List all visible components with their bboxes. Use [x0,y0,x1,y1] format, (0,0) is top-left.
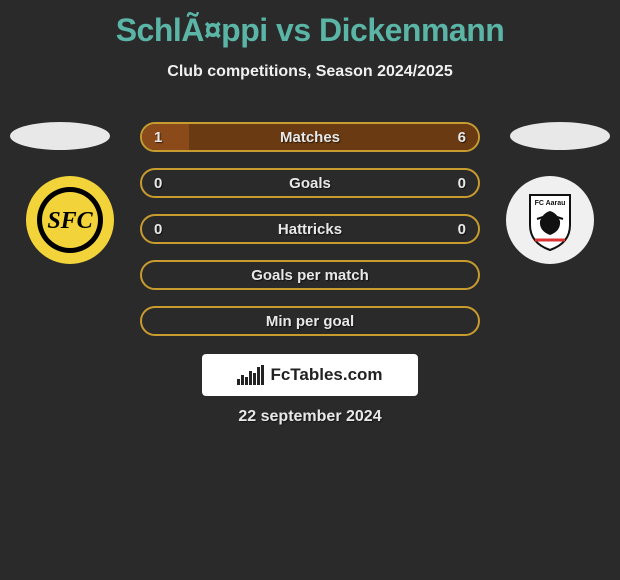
club-logo-left: SFC [35,185,105,255]
svg-text:FC Aarau: FC Aarau [535,200,566,207]
club-logo-right: FC Aarau [515,185,585,255]
stat-bar-goals: 00Goals [140,168,480,198]
stats-container: 16Matches 00Goals 00Hattricks Goals per mat… [140,122,480,352]
stat-label: Hattricks [142,216,478,242]
footer-date: 22 september 2024 [0,408,620,426]
season-subtitle: Club competitions, Season 2024/2025 [0,63,620,81]
stat-bar-min-per-goal: Min per goal [140,306,480,336]
stat-label: Matches [142,124,478,150]
stat-label: Goals per match [142,262,478,288]
svg-text:SFC: SFC [47,208,93,234]
player-oval-right [510,122,610,150]
stat-bar-matches: 16Matches [140,122,480,152]
player-oval-left [10,122,110,150]
stat-label: Min per goal [142,308,478,334]
brand-text: FcTables.com [270,365,382,385]
stat-bar-goals-per-match: Goals per match [140,260,480,290]
club-badge-left: SFC [20,176,120,264]
stat-label: Goals [142,170,478,196]
club-badge-right: FC Aarau [500,176,600,264]
page-title: SchlÃ¤ppi vs Dickenmann [0,0,620,49]
stat-bar-hattricks: 00Hattricks [140,214,480,244]
brand-logo[interactable]: FcTables.com [202,354,418,396]
chart-icon [237,365,264,385]
